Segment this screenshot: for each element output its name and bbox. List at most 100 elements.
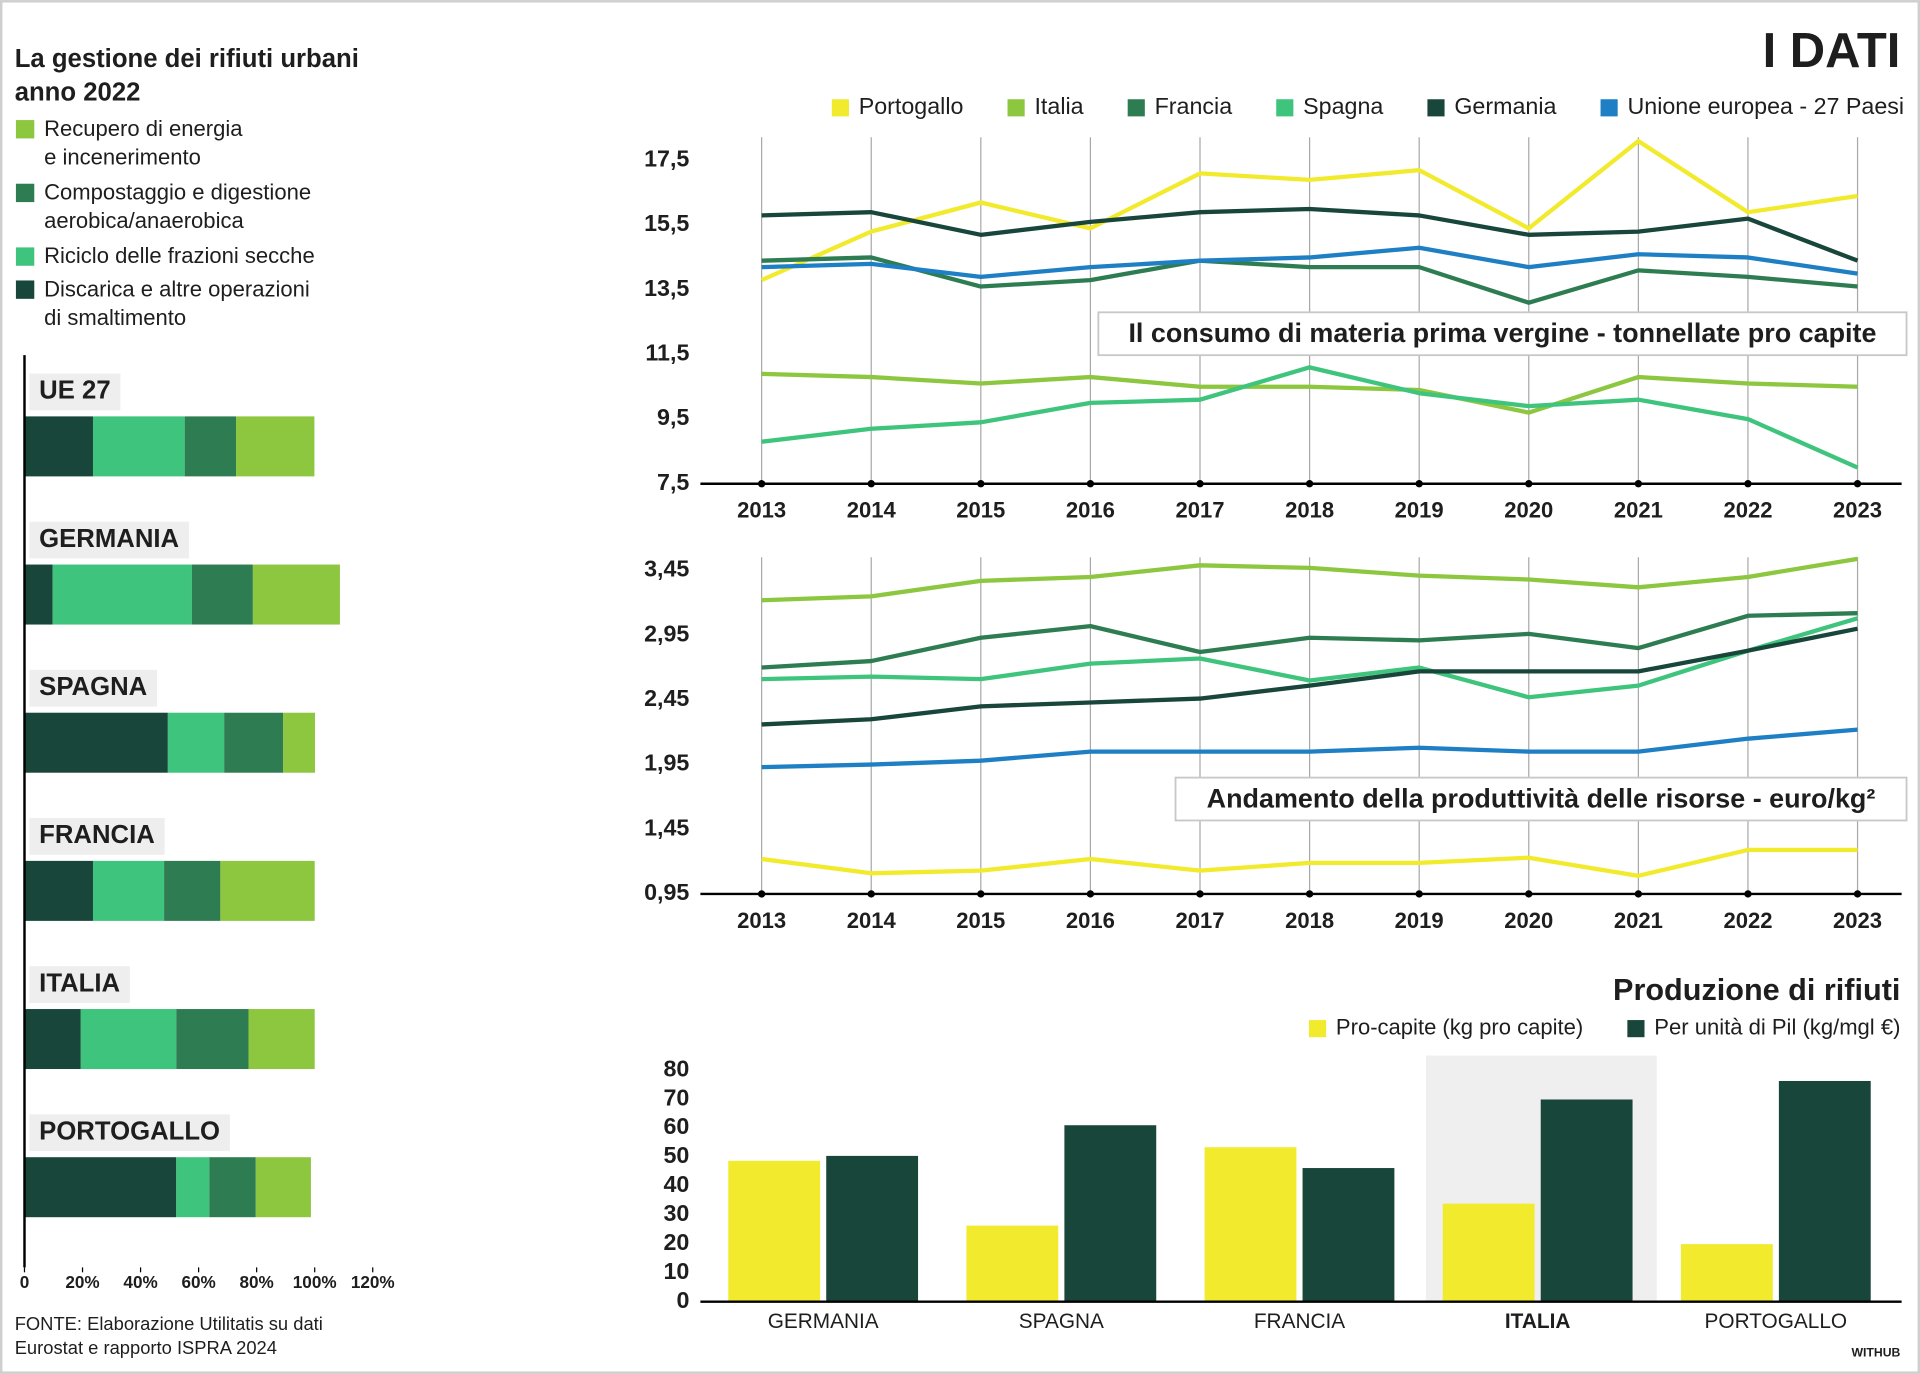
x-tick-label: 2023 <box>1833 908 1882 933</box>
y-tick-label: 2,45 <box>644 685 689 711</box>
bar-segment <box>24 416 93 477</box>
legend-label: Spagna <box>1303 93 1383 119</box>
x-tick-label: 2017 <box>1175 908 1224 933</box>
x-tick-label: 2018 <box>1285 498 1334 523</box>
legend-swatch <box>1427 99 1445 117</box>
bar-segment <box>191 564 253 625</box>
bar <box>1442 1203 1535 1302</box>
x-tick-label: 2020 <box>1504 908 1553 933</box>
x-tick-label: 2022 <box>1723 498 1772 523</box>
legend-label: Riciclo delle frazioni secche <box>44 243 315 268</box>
category-label: ITALIA <box>39 969 120 997</box>
x-tick-label: 0 <box>20 1272 30 1292</box>
bar-segment <box>184 416 237 477</box>
source: FONTE: Elaborazione Utilitatis su dati Eu… <box>15 1313 323 1358</box>
legend-label: Francia <box>1155 93 1233 119</box>
x-tick-label: 2015 <box>956 498 1005 523</box>
x-tick-label: 2014 <box>847 908 897 933</box>
bar-segment <box>167 712 225 773</box>
category-label: UE 27 <box>39 377 110 405</box>
legend-swatch <box>1600 99 1618 117</box>
bar-segment <box>24 1009 81 1070</box>
line-series <box>761 245 1858 279</box>
y-tick-label: 20 <box>664 1229 690 1255</box>
bar <box>826 1155 919 1302</box>
bar-segment <box>248 1009 315 1070</box>
bar-segment <box>283 712 315 773</box>
category-label-bg <box>29 521 189 559</box>
y-tick-label: 11,5 <box>645 340 689 366</box>
x-tick-label: 2013 <box>737 908 786 933</box>
y-tick-label: 0 <box>676 1287 689 1313</box>
bar-segment <box>52 564 192 625</box>
line-series <box>761 556 1858 603</box>
category-label: PORTOGALLO <box>39 1118 220 1146</box>
bar-segment <box>255 1157 311 1218</box>
bar-segment <box>92 860 165 921</box>
legend-label: Pro-capite (kg pro capite) <box>1336 1014 1583 1039</box>
bar-segment <box>24 860 93 921</box>
x-tick-label: 60% <box>181 1272 215 1292</box>
x-tick-label: FRANCIA <box>1254 1310 1345 1333</box>
y-tick-label: 1,45 <box>644 814 689 840</box>
x-tick-label: 2016 <box>1066 908 1115 933</box>
x-tick-label: 2022 <box>1723 908 1772 933</box>
x-tick-label: 2023 <box>1833 498 1882 523</box>
legend-label: Compostaggio e digestione aerobica/anaero… <box>44 179 311 233</box>
line-series <box>761 371 1858 415</box>
page-title: I DATI <box>1763 24 1901 78</box>
legend-swatch <box>1308 1020 1327 1038</box>
y-tick-label: 3,45 <box>644 556 689 582</box>
x-tick-label: 40% <box>123 1272 157 1292</box>
legend-label: Recupero di energia e incenerimento <box>44 116 243 170</box>
chart-title: Produzione di rifiuti <box>1613 973 1900 1007</box>
line-series <box>761 206 1859 263</box>
x-tick-label: 2018 <box>1285 908 1334 933</box>
x-tick-label: 100% <box>293 1272 337 1292</box>
bar-segment <box>176 1157 210 1218</box>
x-tick-label: 2013 <box>737 498 786 523</box>
legend-swatch <box>15 247 35 266</box>
chart-title-box <box>1174 776 1908 822</box>
chart-title: La gestione dei rifiuti urbani anno 2022 <box>15 45 359 106</box>
y-tick-label: 40 <box>664 1171 690 1197</box>
legend-swatch <box>15 120 35 139</box>
bar-segment <box>24 564 53 625</box>
line-series <box>761 616 1859 700</box>
y-tick-label: 10 <box>664 1258 690 1284</box>
legend-swatch <box>1627 1020 1645 1038</box>
legend-label: Unione europea - 27 Paesi <box>1627 93 1904 119</box>
line-series <box>761 365 1859 470</box>
y-tick-label: 9,5 <box>657 404 689 430</box>
bar <box>1204 1147 1297 1302</box>
bar <box>728 1160 821 1302</box>
x-tick-label: 80% <box>240 1272 274 1292</box>
y-tick-label: 7,5 <box>657 469 689 495</box>
x-tick-label: GERMANIA <box>768 1310 879 1333</box>
bar-segment <box>224 712 284 773</box>
legend-swatch <box>831 99 849 117</box>
category-label-bg <box>29 966 130 1003</box>
y-tick-label: 80 <box>664 1055 690 1081</box>
y-tick-label: 60 <box>664 1113 690 1139</box>
y-tick-label: 17,5 <box>644 146 689 172</box>
x-tick-label: 2019 <box>1395 908 1444 933</box>
legend-swatch <box>15 183 35 203</box>
bar <box>1680 1244 1773 1302</box>
category-label-bg <box>29 818 165 855</box>
category-label-bg <box>29 669 158 707</box>
x-tick-label: 20% <box>65 1272 99 1292</box>
x-tick-label: 2021 <box>1614 498 1663 523</box>
legend-swatch <box>1007 99 1025 117</box>
x-tick-label: 2014 <box>847 498 897 523</box>
bar-segment <box>164 860 221 921</box>
y-tick-label: 2,95 <box>644 620 689 646</box>
legend-label: Germania <box>1454 93 1556 119</box>
y-tick-label: 13,5 <box>644 275 689 301</box>
category-label-bg <box>29 1114 230 1152</box>
category-label: FRANCIA <box>39 821 155 849</box>
line-series <box>761 727 1858 770</box>
bar-segment <box>176 1009 249 1070</box>
x-tick-label: 2015 <box>956 908 1005 933</box>
legend-label: Discarica e altre operazioni di smaltimen… <box>44 276 310 330</box>
